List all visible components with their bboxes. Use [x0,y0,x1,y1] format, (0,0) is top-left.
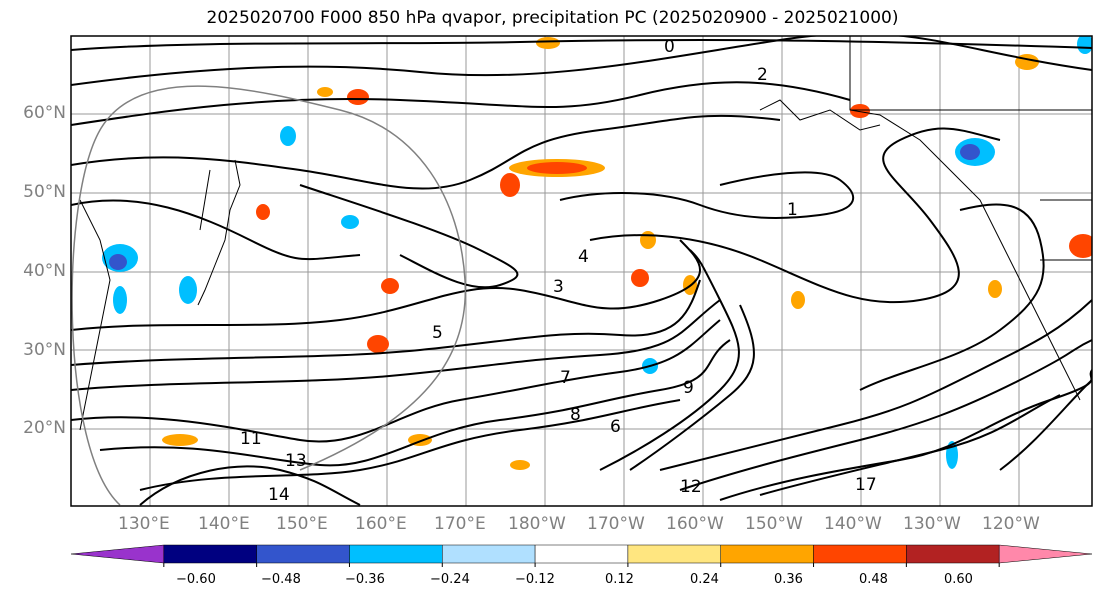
lat-label: 30°N [23,340,66,360]
lon-label: 170°E [434,514,486,534]
lon-label: 130°E [118,514,170,534]
map-background [71,36,1092,506]
colorbar-segment [349,544,443,564]
colorbar-tick-label: −0.24 [430,572,470,587]
colorbar-tick-label: −0.36 [345,572,385,587]
contour-label: 4 [578,247,589,267]
colorbar-tick-label: 0.24 [690,572,719,587]
contour-label: 9 [683,378,694,398]
colorbar-tick-label: 0.60 [944,572,973,587]
colorbar-segment [442,544,536,564]
lon-label: 140°W [824,514,882,534]
lon-label: 150°E [276,514,328,534]
colorbar-tick-label: 0.12 [605,572,634,587]
colorbar-segment [256,544,350,564]
lon-label: 170°W [587,514,645,534]
map-frame [70,35,1093,507]
lon-label: 160°E [355,514,407,534]
lon-label: 160°W [666,514,724,534]
map-title: 2025020700 F000 850 hPa qvapor, precipit… [206,8,899,28]
colorbar-segment [813,544,907,564]
lat-label: 40°N [23,261,66,281]
lon-label: 140°E [198,514,250,534]
lon-label: 130°W [903,514,961,534]
colorbar-tick-label: 0.48 [859,572,888,587]
contour-label: 7 [560,368,571,388]
contour-label: 1 [787,200,798,220]
lon-label: 180°W [508,514,566,534]
contour-label: 5 [432,323,443,343]
colorbar-segment [998,544,1093,564]
contour-label: 3 [553,277,564,297]
contour-label: 12 [680,477,702,497]
colorbar-segment [70,544,165,564]
lon-label: 120°W [982,514,1040,534]
contour-label-group: 0 2 1 4 5 7 8 9 11 13 14 17 3 6 12 [240,37,877,505]
contour-label: 6 [610,417,621,437]
contour-label: 14 [268,485,290,505]
colorbar [70,544,1093,567]
colorbar-tick-label: −0.48 [261,572,301,587]
contour-label: 0 [664,37,675,57]
lat-label: 20°N [23,418,66,438]
great-circle-outline [71,85,467,506]
graticule [71,36,1092,506]
lon-label: 150°W [745,514,803,534]
coastlines [79,36,1092,431]
colorbar-segment [906,544,1000,564]
qvapor-contours [71,36,1092,506]
colorbar-segment [163,544,257,564]
contour-label: 13 [285,451,307,471]
lat-label: 50°N [23,182,66,202]
contour-label: 17 [855,475,877,495]
precip-shading [102,36,1092,470]
contour-label: 11 [240,429,262,449]
colorbar-tick-label: 0.36 [774,572,803,587]
contour-label: 2 [757,65,768,85]
contour-label: 8 [570,405,581,425]
colorbar-segment [627,544,721,564]
colorbar-segment [534,544,629,564]
colorbar-tick-label: −0.60 [176,572,216,587]
lat-label: 60°N [23,103,66,123]
colorbar-tick-label: −0.12 [515,572,555,587]
colorbar-segment [720,544,814,564]
